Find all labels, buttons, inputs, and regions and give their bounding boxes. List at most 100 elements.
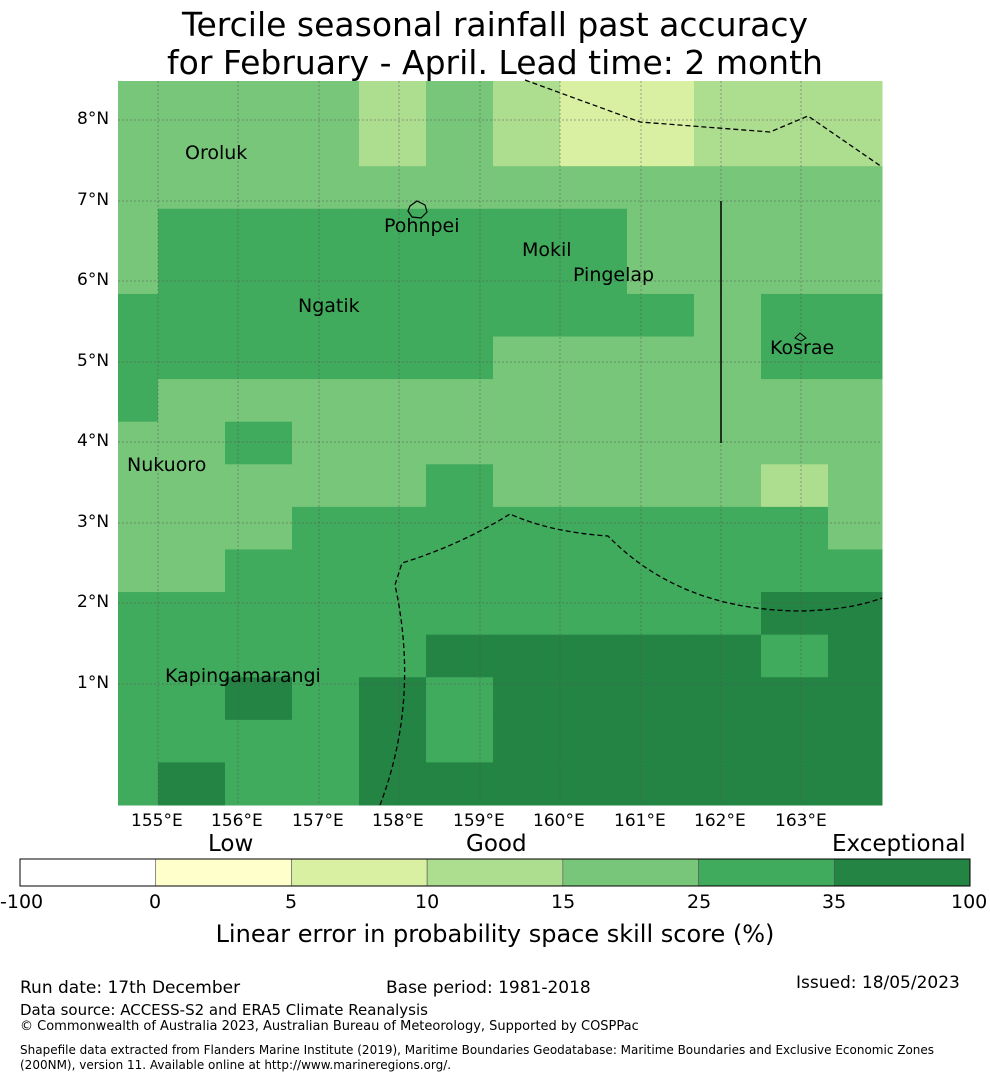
grid-cell xyxy=(158,81,226,125)
grid-cell xyxy=(493,677,561,721)
grid-cell xyxy=(292,81,360,125)
grid-cell xyxy=(828,293,883,338)
grid-cell xyxy=(158,166,226,210)
grid-cell xyxy=(694,592,762,636)
grid-cell xyxy=(359,379,427,423)
grid-cell xyxy=(225,719,293,763)
island-outlines xyxy=(407,200,807,342)
grid-cell xyxy=(828,336,883,380)
grid-cell xyxy=(225,677,293,721)
colorbar-segment xyxy=(426,858,564,887)
grid-cell xyxy=(694,208,762,252)
grid-cell xyxy=(225,336,293,380)
grid-cell xyxy=(359,81,427,125)
shapefile-credit-line1: Shapefile data extracted from Flanders M… xyxy=(20,1043,935,1057)
grid-cell xyxy=(493,634,561,678)
grid-cell xyxy=(225,81,293,125)
grid-cell xyxy=(761,464,829,508)
grid-cell xyxy=(292,208,360,252)
grid-cell xyxy=(694,549,762,593)
grid-cell xyxy=(493,549,561,593)
grid-cell xyxy=(627,336,695,380)
x-label-161e: 161°E xyxy=(614,811,666,831)
grid-cell xyxy=(761,677,829,721)
colorbar-tick: 100 xyxy=(951,891,988,913)
grid-cell xyxy=(627,166,695,210)
grid-cell xyxy=(225,464,293,508)
grid-cell xyxy=(560,81,628,125)
grid-cell xyxy=(627,379,695,423)
grid-cell xyxy=(694,336,762,380)
grid-cell xyxy=(292,677,360,721)
grid-cell xyxy=(761,762,829,806)
grid-cell xyxy=(828,464,883,508)
grid-cell xyxy=(359,464,427,508)
grid-cell xyxy=(627,464,695,508)
grid-cell xyxy=(694,506,762,550)
grid-cell xyxy=(426,634,494,678)
grid-cell xyxy=(118,166,159,210)
grid-cell xyxy=(426,81,494,125)
grid-cell xyxy=(158,251,226,295)
grid-cell xyxy=(560,379,628,423)
grid-cell xyxy=(426,379,494,423)
grid-cell xyxy=(225,166,293,210)
y-label-3n: 3°N xyxy=(77,512,110,532)
grid-cell xyxy=(828,123,883,167)
place-pingelap: Pingelap xyxy=(573,264,655,286)
x-label-162e: 162°E xyxy=(694,811,746,831)
grid-cell xyxy=(118,336,159,380)
grid-cell xyxy=(118,634,159,678)
grid-cell xyxy=(158,293,226,338)
grid-cell xyxy=(627,123,695,167)
y-label-8n: 8°N xyxy=(77,109,110,129)
pohnpei-island xyxy=(407,200,428,219)
grid-cell xyxy=(426,464,494,508)
grid-cell xyxy=(158,336,226,380)
grid-cell xyxy=(225,421,293,465)
grid-cell xyxy=(359,506,427,550)
grid-cell xyxy=(493,762,561,806)
copyright: © Commonwealth of Australia 2023, Austra… xyxy=(20,1019,639,1034)
grid-cell xyxy=(694,81,762,125)
place-kapingamarangi: Kapingamarangi xyxy=(165,665,321,687)
eez-boundary-north xyxy=(524,79,883,168)
place-pohnpei: Pohnpei xyxy=(384,215,460,237)
grid-cell xyxy=(560,123,628,167)
grid-cell xyxy=(292,762,360,806)
grid-cell xyxy=(118,123,159,167)
grid-cell xyxy=(292,592,360,636)
grid-cell xyxy=(118,208,159,252)
colorbar-tick: -100 xyxy=(0,891,44,913)
grid-cell xyxy=(426,336,494,380)
colorbar-segment xyxy=(155,858,292,887)
grid-cell xyxy=(694,634,762,678)
grid-cell xyxy=(627,208,695,252)
grid-cell xyxy=(118,251,159,295)
grid-cell xyxy=(560,506,628,550)
grid-cell xyxy=(828,592,883,636)
x-label-159e: 159°E xyxy=(453,811,505,831)
colorbar-category-low: Low xyxy=(208,831,254,857)
grid-cell xyxy=(225,592,293,636)
colorbar-category-good: Good xyxy=(466,831,527,857)
grid-cell xyxy=(225,293,293,338)
grid-cell xyxy=(426,592,494,636)
map-title-line2: for February - April. Lead time: 2 month xyxy=(167,43,823,82)
grid-cell xyxy=(426,421,494,465)
grid-cell xyxy=(426,677,494,721)
y-label-2n: 2°N xyxy=(77,592,110,612)
grid-cell xyxy=(761,81,829,125)
grid-cell xyxy=(560,592,628,636)
grid-cell xyxy=(560,464,628,508)
grid-cell xyxy=(118,719,159,763)
place-nukuoro: Nukuoro xyxy=(127,454,207,476)
grid-cell xyxy=(560,421,628,465)
eez-boundary-south xyxy=(379,513,883,806)
grid-cell xyxy=(828,208,883,252)
grid-cell xyxy=(560,762,628,806)
grid-cell xyxy=(426,251,494,295)
y-label-7n: 7°N xyxy=(77,190,110,210)
grid-cell xyxy=(292,336,360,380)
